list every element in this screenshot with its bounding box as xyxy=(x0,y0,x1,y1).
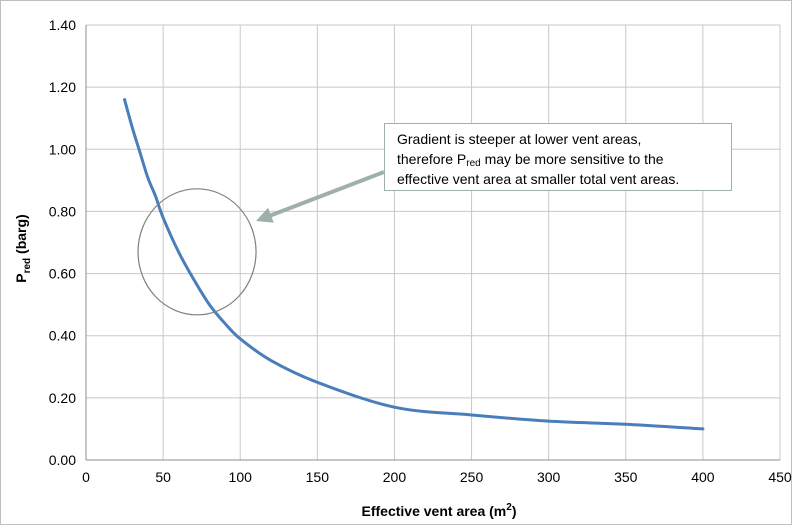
x-tick-label: 300 xyxy=(537,469,561,485)
annotation-callout: Gradient is steeper at lower vent areas,… xyxy=(384,123,732,191)
y-tick-label: 0.60 xyxy=(49,266,76,282)
x-tick-label: 50 xyxy=(155,469,171,485)
annotation-line-2-sub: red xyxy=(466,158,481,169)
annotation-line-3: effective vent area at smaller total ven… xyxy=(397,171,680,187)
series-line xyxy=(123,98,705,431)
annotation-line-2-pre: therefore P xyxy=(397,151,467,167)
x-tick-label: 250 xyxy=(460,469,484,485)
x-tick-label: 150 xyxy=(306,469,330,485)
annotation-arrowhead xyxy=(256,207,274,223)
annotation-line-2: therefore Pred may be more sensitive to … xyxy=(397,149,723,169)
x-tick-label: 450 xyxy=(768,469,792,485)
x-tick-label: 0 xyxy=(82,469,90,485)
x-tick-label: 200 xyxy=(383,469,407,485)
annotation-line-2-post: may be more sensitive to the xyxy=(480,151,664,167)
x-axis-title: Effective vent area (m2) xyxy=(362,502,517,519)
y-tick-label: 0.80 xyxy=(49,203,76,219)
x-tick-label: 350 xyxy=(614,469,638,485)
y-tick-label: 0.20 xyxy=(49,390,76,406)
x-tick-label: 100 xyxy=(229,469,253,485)
y-tick-label: 1.20 xyxy=(49,79,76,95)
y-tick-label: 1.00 xyxy=(49,141,76,157)
annotation-ellipse xyxy=(137,188,257,316)
y-tick-label: 0.40 xyxy=(49,328,76,344)
x-tick-label: 400 xyxy=(691,469,715,485)
y-tick-label: 1.40 xyxy=(49,17,76,33)
annotation-line-1: Gradient is steeper at lower vent areas, xyxy=(397,131,642,147)
annotation-arrow-shaft xyxy=(263,170,385,220)
y-tick-label: 0.00 xyxy=(49,452,76,468)
y-axis-title: Pred (barg) xyxy=(13,214,33,282)
